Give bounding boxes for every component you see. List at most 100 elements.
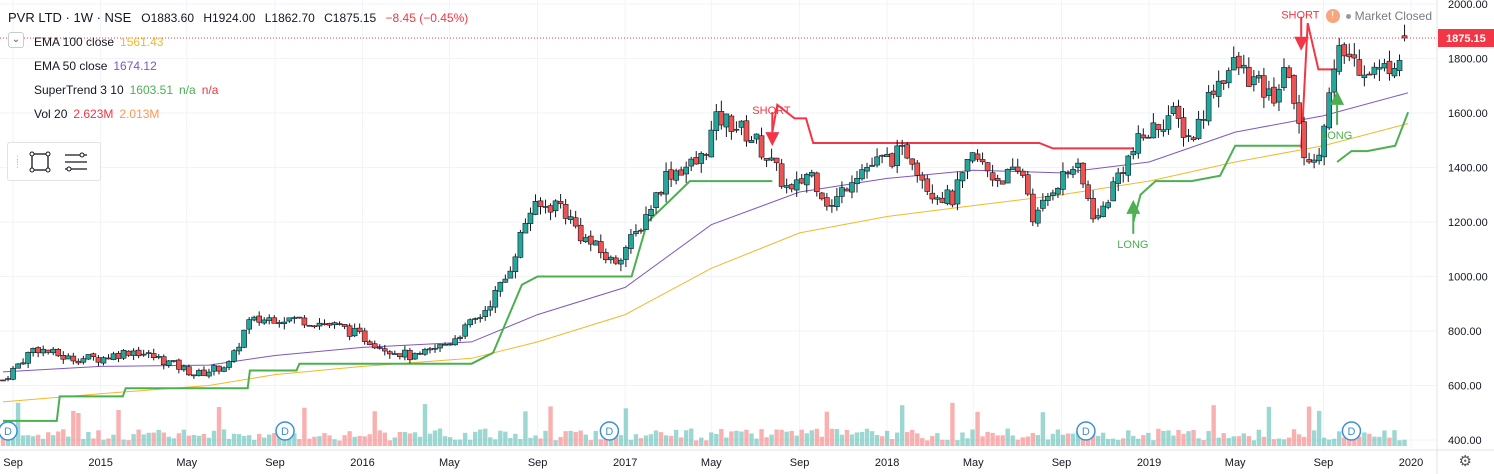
volume-bar <box>61 429 66 446</box>
dividend-event-marker[interactable]: D <box>0 421 18 441</box>
dividend-circle <box>0 421 18 441</box>
candle-body <box>1286 67 1292 78</box>
volume-bar <box>643 435 649 446</box>
candle-body <box>638 229 644 232</box>
volume-bar <box>221 429 227 446</box>
volume-bar <box>317 436 322 446</box>
candle-body <box>256 315 262 323</box>
volume-bar <box>894 432 900 446</box>
volume-bar <box>503 431 508 446</box>
volume-bar <box>1291 429 1297 446</box>
candle-body <box>105 357 112 360</box>
volume-bar <box>1161 430 1166 446</box>
volume-bar <box>231 433 237 446</box>
volume-bar <box>146 432 151 446</box>
volume-bar <box>1342 437 1347 446</box>
volume-bar <box>663 435 669 446</box>
candle-body <box>904 144 911 159</box>
volume-bar <box>1301 436 1307 446</box>
candle-body <box>366 341 373 345</box>
candle-body <box>115 352 122 359</box>
indicator-extra: n/a <box>201 83 219 97</box>
dividend-event-marker[interactable]: D <box>599 421 620 441</box>
candle-body <box>296 316 303 319</box>
candle-body <box>130 350 137 356</box>
candle-body <box>165 360 172 366</box>
volume-bar <box>920 438 925 446</box>
volume-bar <box>116 410 121 446</box>
candle-body <box>1321 125 1327 158</box>
candle-body <box>914 162 921 176</box>
candle-body <box>306 325 313 327</box>
candle-body <box>1276 88 1282 103</box>
volume-bar <box>1166 430 1171 446</box>
candle-body <box>542 206 549 208</box>
menu-tool-button[interactable] <box>61 147 91 177</box>
volume-bar <box>121 439 126 446</box>
rectangle-tool-button[interactable] <box>25 147 55 177</box>
candle-body <box>50 348 57 354</box>
candle-body <box>628 234 634 249</box>
dividend-circle <box>275 421 295 441</box>
volume-bar <box>292 433 297 446</box>
indicator-supertrend[interactable]: SuperTrend 3 10 1603.51 n/a n/a <box>8 78 474 102</box>
candle-body <box>311 325 318 328</box>
candle-body <box>65 355 72 360</box>
volume-bar <box>1241 433 1246 446</box>
drag-handle[interactable]: ⋮ ⋮ <box>13 153 22 169</box>
candle-body <box>939 197 946 203</box>
volume-bar <box>66 436 71 446</box>
volume-bar <box>809 430 814 446</box>
indicator-name: SuperTrend 3 10 <box>34 83 124 97</box>
volume-bar <box>1045 439 1051 446</box>
dividend-event-marker[interactable]: D <box>275 421 295 441</box>
candle-body <box>643 214 649 230</box>
candle-body <box>683 166 689 175</box>
volume-bar <box>20 435 26 446</box>
dividend-event-marker[interactable]: D <box>1076 421 1096 441</box>
symbol-title[interactable]: PVR LTD · 1W · NSE <box>8 10 132 25</box>
candle-body <box>1266 88 1272 96</box>
volume-bar <box>623 408 629 446</box>
long-signal-label: LONG <box>1117 239 1148 251</box>
volume-bar <box>874 434 880 446</box>
candle-body <box>427 348 433 351</box>
volume-bar <box>668 435 674 446</box>
warning-icon[interactable]: ! <box>1325 9 1340 23</box>
candle-body <box>552 200 559 211</box>
legend-collapse-button[interactable]: ⌄ <box>8 32 24 48</box>
gear-icon[interactable]: ⚙ <box>1458 453 1472 470</box>
candle-body <box>447 343 453 346</box>
volume-bar <box>246 435 252 446</box>
volume-bar <box>824 411 830 446</box>
volume-bar <box>1206 431 1211 446</box>
candle-body <box>1009 166 1016 171</box>
candle-body <box>55 349 62 357</box>
candle-body <box>854 178 860 185</box>
volume-bar <box>1281 439 1287 446</box>
dividend-event-marker[interactable]: D <box>1341 421 1362 441</box>
indicator-volume[interactable]: Vol 20 2.623M 2.013M <box>8 102 474 126</box>
indicator-ema50[interactable]: EMA 50 close 1674.12 <box>8 54 474 78</box>
time-axis-label: Sep <box>1314 457 1334 469</box>
volume-bar <box>332 439 337 446</box>
volume-bar <box>392 437 398 446</box>
volume-bar <box>1377 436 1382 446</box>
volume-bar <box>789 430 794 446</box>
candle-body <box>1351 54 1358 59</box>
volume-bar <box>1296 434 1302 446</box>
volume-bar <box>422 404 428 446</box>
candle-body <box>1155 124 1162 130</box>
candle-body <box>693 157 700 165</box>
candle-body <box>442 344 448 346</box>
indicator-ema100[interactable]: EMA 100 close 1561.43 <box>8 30 474 54</box>
candle-body <box>698 152 705 164</box>
volume-bar <box>940 439 945 446</box>
candle-body <box>150 353 157 358</box>
candle-body <box>1085 184 1091 199</box>
volume-bar <box>1271 439 1277 446</box>
market-status-label: Market Closed <box>1354 9 1432 23</box>
time-axis-label: May <box>1225 457 1246 469</box>
candle-body <box>663 171 669 195</box>
